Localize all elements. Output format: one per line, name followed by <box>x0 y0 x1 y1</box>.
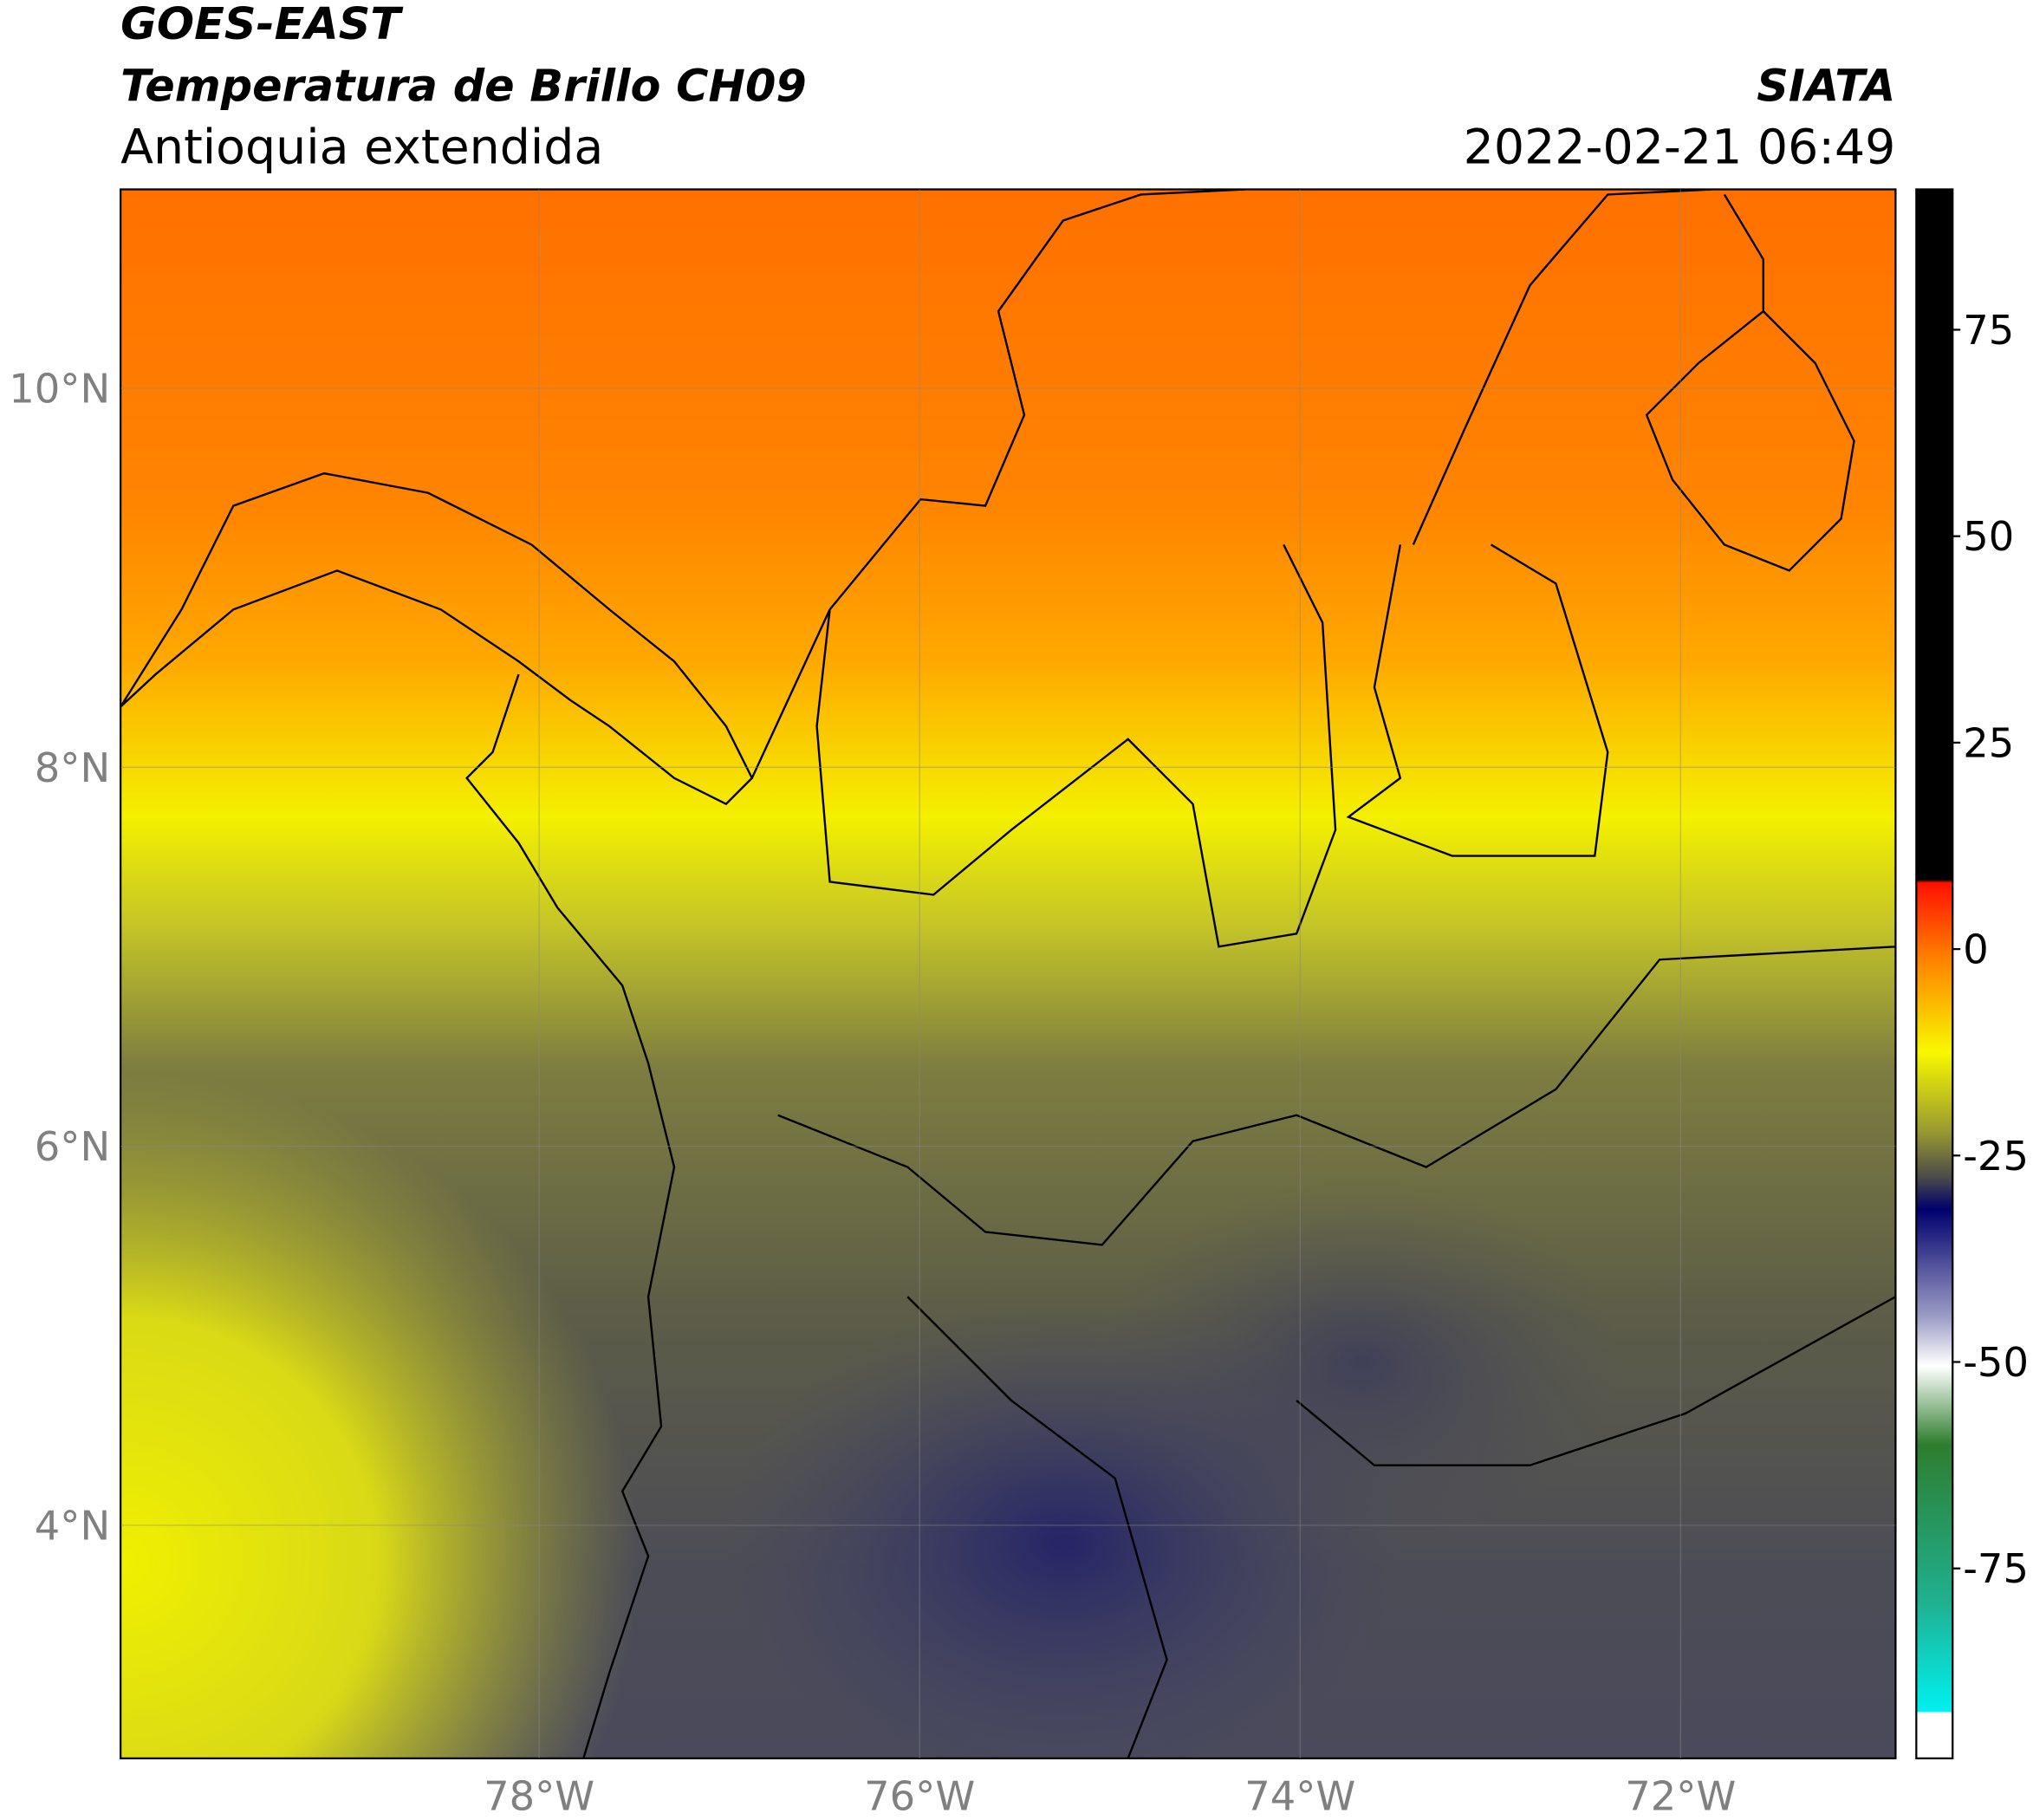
colorbar <box>1915 188 1954 1759</box>
lon-tick-label: 76°W <box>864 1773 975 1820</box>
lat-tick-label: 6°N <box>35 1123 110 1170</box>
colorbar-tick-label: -25 <box>1963 1133 2029 1180</box>
lon-tick-label: 74°W <box>1244 1773 1355 1820</box>
source: SIATA <box>1757 61 1895 112</box>
lat-tick-label: 10°N <box>9 366 110 413</box>
region: Antioquia extendida <box>120 120 603 176</box>
colorbar-tick-label: -50 <box>1963 1339 2029 1386</box>
colorbar-tick-label: 0 <box>1963 926 1989 973</box>
lon-tick-label: 72°W <box>1625 1773 1736 1820</box>
map-frame <box>120 188 1897 1759</box>
datetime: 2022-02-21 06:49 <box>1464 120 1896 176</box>
colorbar-tick-label: 25 <box>1963 719 2014 766</box>
lat-tick-label: 8°N <box>35 744 110 791</box>
title: GOES-EAST <box>120 0 404 49</box>
colorbar-tick-label: 50 <box>1963 513 2014 560</box>
lon-tick-label: 78°W <box>484 1773 594 1820</box>
subtitle: Temperatura de Brillo CH09 <box>120 61 807 112</box>
colorbar-tick-label: -75 <box>1963 1545 2029 1592</box>
map-image <box>120 189 1896 1758</box>
colorbar-tick-label: 75 <box>1963 307 2014 354</box>
lat-tick-label: 4°N <box>35 1502 110 1549</box>
